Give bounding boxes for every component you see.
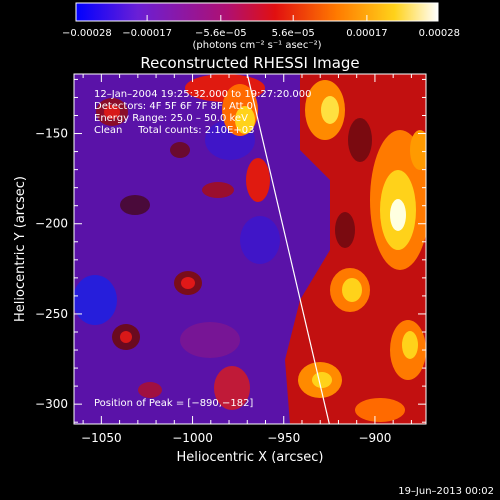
x-axis-ticks: −1050 −1000 −950 −900 (81, 74, 412, 445)
solar-limb-line (246, 74, 330, 424)
colorbar (75, 2, 439, 22)
colorbar-tick-label: −0.00028 (62, 28, 112, 39)
y-tick-label: −200 (35, 217, 68, 231)
x-tick-label: −900 (358, 431, 391, 445)
heatmap-image (74, 74, 426, 424)
peak-position-label: Position of Peak = [−890,−182] (94, 398, 253, 409)
colorbar-tick-label: −5.6e−05 (195, 28, 247, 39)
heatmap-region (74, 275, 117, 325)
y-axis-label: Heliocentric Y (arcsec) (13, 176, 28, 322)
x-axis-label: Heliocentric X (arcsec) (177, 450, 324, 465)
heatmap-blob (355, 398, 405, 422)
y-tick-label: −150 (35, 127, 68, 141)
annotation-line: Energy Range: 25.0 – 50.0 keV (94, 113, 248, 124)
heatmap-blob (235, 106, 255, 134)
heatmap-blob (104, 105, 120, 119)
heatmap-blob (202, 182, 234, 198)
heatmap-blob (402, 331, 418, 359)
annotations: 12–Jan–2004 19:25:32.000 to 19:27:20.000… (94, 89, 312, 136)
x-tick-label: −1000 (172, 431, 213, 445)
y-tick-label: −300 (35, 397, 68, 411)
heatmap-blob (170, 142, 190, 158)
heatmap-blob (246, 158, 270, 202)
heatmap-blob (342, 278, 362, 302)
chart-title: Reconstructed RHESSI Image (140, 54, 359, 72)
heatmap-blob (138, 382, 162, 398)
annotation-line: Detectors: 4F 5F 6F 7F 8F, Att 0 (94, 101, 253, 112)
x-tick-label: −1050 (81, 431, 122, 445)
heatmap-region (240, 216, 280, 264)
colorbar-tick-label: 0.00017 (346, 28, 387, 39)
colorbar-tick-label: 5.6e−05 (272, 28, 315, 39)
y-axis-ticks: −300 −250 −200 −150 (35, 78, 426, 423)
colorbar-units: (photons cm⁻² s⁻¹ asec⁻²) (192, 40, 321, 51)
heatmap-blob (390, 199, 406, 231)
heatmap-blob (312, 372, 332, 388)
x-tick-label: −950 (267, 431, 300, 445)
annotation-line: Clean Total counts: 2.10E+03 (94, 125, 254, 136)
colorbar-ticks: −0.00028 −0.00017 −5.6e−05 5.6e−05 0.00017 0.… (62, 15, 460, 39)
colorbar-tick-label: 0.00028 (419, 28, 460, 39)
heatmap-blob (335, 212, 355, 248)
heatmap-blob (410, 130, 426, 170)
heatmap-blob (321, 96, 339, 124)
plot-frame (73, 73, 427, 425)
footer-timestamp: 19–Jun–2013 00:02 (398, 486, 494, 497)
annotation-line: 12–Jan–2004 19:25:32.000 to 19:27:20.000 (94, 89, 312, 100)
y-tick-label: −250 (35, 307, 68, 321)
heatmap-blob (214, 366, 250, 410)
heatmap-blob (120, 331, 132, 343)
heatmap-blob (181, 277, 195, 289)
heatmap-region (180, 322, 240, 358)
heatmap-blob (120, 195, 150, 215)
colorbar-tick-label: −0.00017 (122, 28, 172, 39)
heatmap-blob (348, 118, 372, 162)
